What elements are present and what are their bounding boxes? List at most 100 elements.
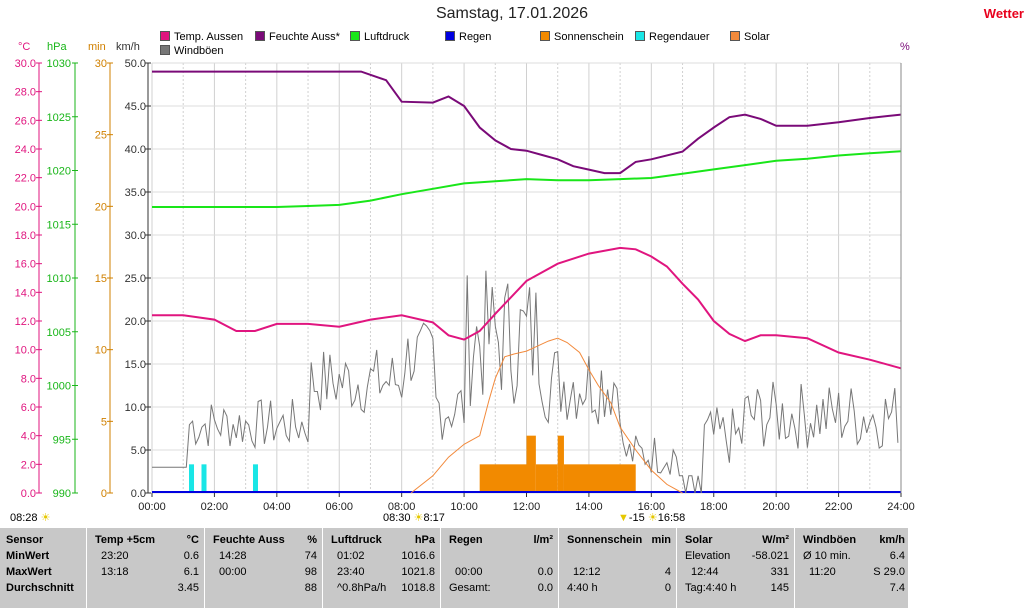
- legend-swatch: [160, 31, 170, 41]
- row-label-sensor: Sensor: [6, 534, 44, 546]
- legend-swatch: [635, 31, 645, 41]
- footer-sunset: ▼-15 ☀16:58: [618, 512, 686, 524]
- x-tick-label: 06:00: [325, 501, 353, 513]
- unit-pressure: hPa: [47, 41, 67, 53]
- y-tick-label-temp: 6.0: [21, 402, 36, 414]
- y-tick-label-pressure: 990: [53, 488, 71, 500]
- stats-table: Sensor MinWert MaxWert Durchschnitt Temp…: [0, 528, 908, 608]
- unit-temp: °C: [18, 41, 31, 53]
- x-tick-label: 18:00: [700, 501, 728, 513]
- legend-swatch: [445, 31, 455, 41]
- chart-title: Samstag, 17.01.2026: [435, 5, 589, 22]
- table-row-labels: Sensor MinWert MaxWert Durchschnitt: [0, 528, 86, 608]
- sunshine-bar: [479, 464, 527, 493]
- legend-item-rain-duration: Regendauer: [635, 31, 710, 43]
- legend-swatch: [350, 31, 360, 41]
- x-tick-label: 20:00: [762, 501, 790, 513]
- y-tick-label-temp: 30.0: [15, 58, 36, 70]
- y-tick-label-minutes: 30: [95, 58, 107, 70]
- rain-duration-bar: [201, 464, 207, 493]
- y-tick-label-temp: 14.0: [15, 287, 36, 299]
- x-tick-label: 04:00: [263, 501, 291, 513]
- sunshine-bar: [535, 464, 558, 493]
- y-tick-label-pressure: 1005: [47, 327, 71, 339]
- y-tick-label-wind: 15.0: [125, 359, 146, 371]
- table-column-temp: Temp +5cm °C 23:20 0.6 13:18 6.1 3.45: [86, 528, 205, 608]
- y-tick-label-temp: 8.0: [21, 373, 36, 385]
- table-column-wind: Windböen km/h Ø 10 min. 6.4 11:20 S 29.0…: [794, 528, 909, 608]
- legend-item-temp: Temp. Aussen: [160, 31, 243, 43]
- x-tick-label: 14:00: [575, 501, 603, 513]
- y-tick-label-pressure: 995: [53, 434, 71, 446]
- x-tick-label: 02:00: [201, 501, 229, 513]
- unit-minutes: min: [88, 41, 106, 53]
- legend-item-solar: Solar: [730, 31, 770, 43]
- row-label-average: Durchschnitt: [6, 582, 74, 594]
- legend-swatch: [540, 31, 550, 41]
- y-tick-label-temp: 4.0: [21, 431, 36, 443]
- legend-item-pressure: Luftdruck: [350, 31, 409, 43]
- table-column-sunshine: Sonnenschein min 12:12 4 4:40 h 0: [558, 528, 677, 608]
- x-tick-label: 00:00: [138, 501, 166, 513]
- sunshine-bar: [563, 464, 636, 493]
- table-column-humidity: Feuchte Auss % 14:28 74 00:00 98 88: [204, 528, 323, 608]
- y-tick-label-minutes: 0: [101, 488, 107, 500]
- y-tick-label-minutes: 5: [101, 416, 107, 428]
- y-tick-label-temp: 24.0: [15, 144, 36, 156]
- series-line-luftdruck: [152, 150, 902, 208]
- unit-wind: km/h: [116, 41, 140, 53]
- y-tick-label-wind: 10.0: [125, 402, 146, 414]
- x-tick-label: 10:00: [450, 501, 478, 513]
- y-tick-label-pressure: 1020: [47, 166, 71, 178]
- y-tick-label-wind: 30.0: [125, 230, 146, 242]
- y-tick-label-temp: 12.0: [15, 316, 36, 328]
- y-tick-label-temp: 18.0: [15, 230, 36, 242]
- legend-item-humidity: Feuchte Auss*: [255, 31, 340, 43]
- y-tick-label-temp: 2.0: [21, 459, 36, 471]
- y-tick-label-temp: 16.0: [15, 259, 36, 271]
- y-tick-label-pressure: 1000: [47, 381, 71, 393]
- y-tick-label-minutes: 15: [95, 273, 107, 285]
- y-tick-label-pressure: 1025: [47, 112, 71, 124]
- series-line-feuchte-auss-: [152, 70, 902, 175]
- y-tick-label-temp: 28.0: [15, 87, 36, 99]
- table-column-pressure: Luftdruck hPa 01:02 1016.6 23:40 1021.8 …: [322, 528, 441, 608]
- unit-percent: %: [900, 41, 910, 53]
- sunshine-bar: [526, 435, 536, 493]
- y-tick-label-wind: 5.0: [131, 445, 146, 457]
- x-tick-label: 16:00: [638, 501, 666, 513]
- legend-item-rain: Regen: [445, 31, 491, 43]
- series-line-solar: [410, 337, 683, 494]
- legend-item-sunshine: Sonnenschein: [540, 31, 624, 43]
- bar-series: [152, 435, 901, 493]
- legend-swatch: [730, 31, 740, 41]
- y-tick-label-wind: 50.0: [125, 58, 146, 70]
- row-label-min: MinWert: [6, 550, 50, 562]
- y-tick-label-wind: 45.0: [125, 101, 146, 113]
- y-tick-label-minutes: 20: [95, 201, 107, 213]
- chart-grid: [151, 62, 902, 494]
- rain-duration-bar: [189, 464, 195, 493]
- x-tick-label: 08:00: [388, 501, 416, 513]
- y-tick-label-minutes: 10: [95, 345, 107, 357]
- x-tick-label: 24:00: [887, 501, 915, 513]
- y-tick-label-pressure: 1030: [47, 58, 71, 70]
- y-tick-label-temp: 26.0: [15, 115, 36, 127]
- series-line-temp-aussen: [152, 246, 902, 370]
- y-tick-label-wind: 20.0: [125, 316, 146, 328]
- y-tick-label-wind: 25.0: [125, 273, 146, 285]
- x-tick-label: 22:00: [825, 501, 853, 513]
- sunshine-bar: [557, 435, 564, 493]
- y-tick-label-temp: 20.0: [15, 201, 36, 213]
- series-line-wind-gusts: [152, 270, 899, 494]
- line-series: [152, 70, 902, 494]
- y-tick-label-pressure: 1015: [47, 219, 71, 231]
- rain-duration-bar: [252, 464, 258, 493]
- brand-label: Wetter: [983, 6, 1024, 21]
- y-tick-label-temp: 10.0: [15, 345, 36, 357]
- chart-axes: 0.0 2.0 4.0 6.0 8.0 10.0 12.0 14.0 16.0 18.0 20.0 2…: [15, 58, 915, 513]
- y-tick-label-wind: 35.0: [125, 187, 146, 199]
- legend-swatch: [160, 45, 170, 55]
- x-tick-label: 12:00: [513, 501, 541, 513]
